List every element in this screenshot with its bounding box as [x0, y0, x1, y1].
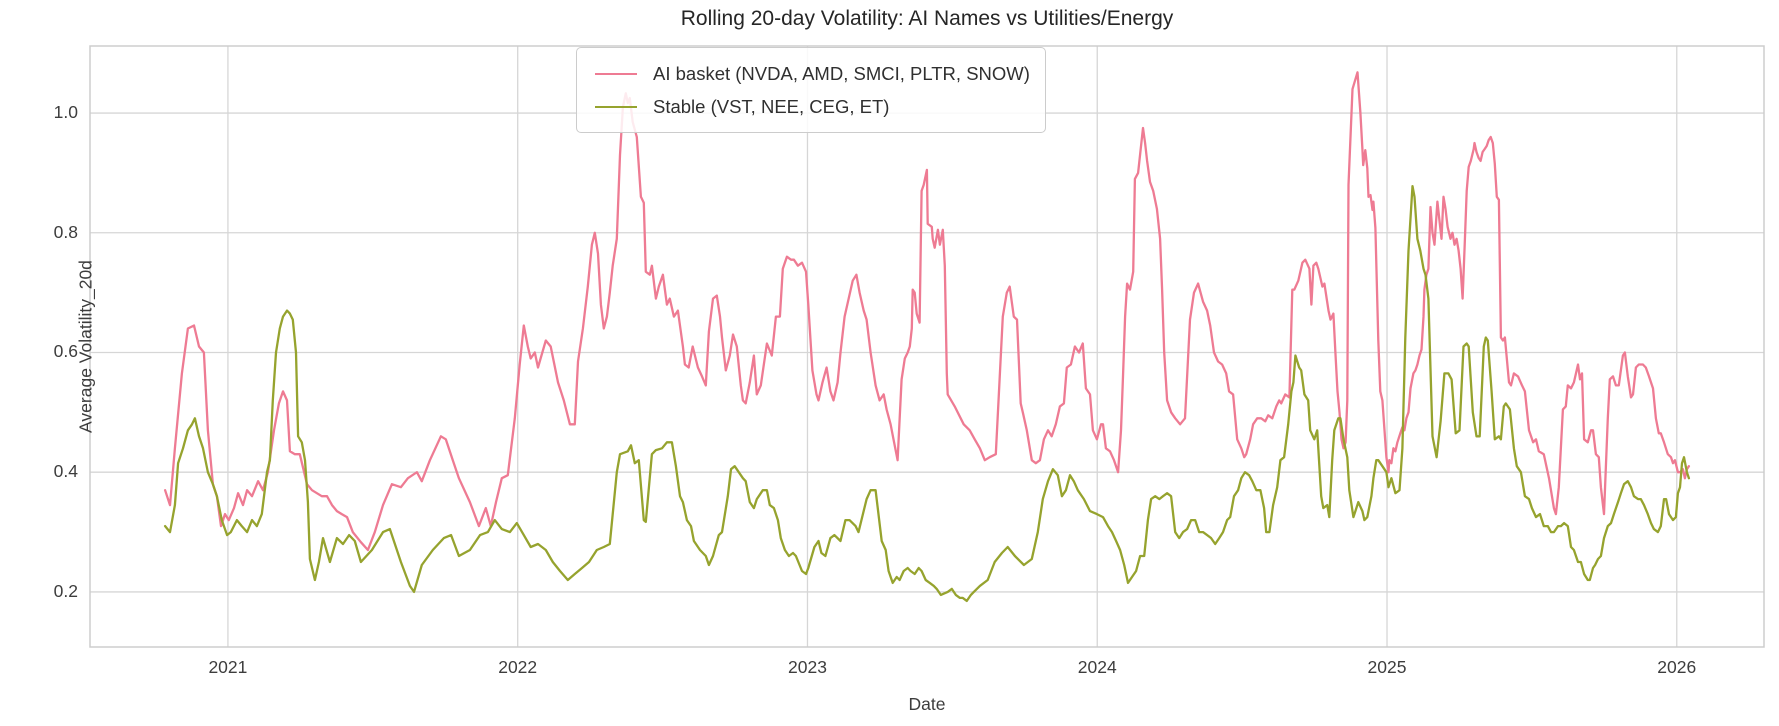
- x-tick-label: 2022: [498, 657, 538, 677]
- y-tick-label: 1.0: [53, 102, 78, 123]
- y-tick-label: 0.2: [53, 580, 78, 601]
- x-tick-label: 2021: [208, 657, 248, 677]
- y-tick-label: 0.8: [53, 221, 78, 242]
- plot-border: [89, 45, 1765, 648]
- legend-label-stable: Stable (VST, NEE, CEG, ET): [653, 95, 890, 117]
- y-tick-label: 0.6: [53, 341, 78, 362]
- legend-item-stable: Stable (VST, NEE, CEG, ET): [589, 90, 1033, 123]
- ai-basket-line-swatch: [595, 72, 637, 75]
- legend: AI basket (NVDA, AMD, SMCI, PLTR, SNOW) …: [576, 47, 1046, 133]
- x-tick-label: 2024: [1077, 657, 1117, 677]
- stable-line-swatch: [595, 105, 637, 108]
- y-tick-label: 0.4: [53, 461, 78, 482]
- y-axis-label: Average Volatility_20d: [75, 260, 96, 433]
- legend-label-ai-basket: AI basket (NVDA, AMD, SMCI, PLTR, SNOW): [653, 62, 1030, 84]
- x-tick-label: 2023: [788, 657, 827, 677]
- x-axis-label: Date: [908, 694, 946, 714]
- legend-item-ai-basket: AI basket (NVDA, AMD, SMCI, PLTR, SNOW): [589, 57, 1033, 90]
- x-tick-label: 2026: [1657, 657, 1697, 677]
- x-tick-label: 2025: [1367, 657, 1407, 677]
- chart-title: Rolling 20-day Volatility: AI Names vs U…: [680, 7, 1174, 30]
- series-line-ai-basket: [163, 71, 1691, 552]
- series-line-stable: [163, 184, 1691, 603]
